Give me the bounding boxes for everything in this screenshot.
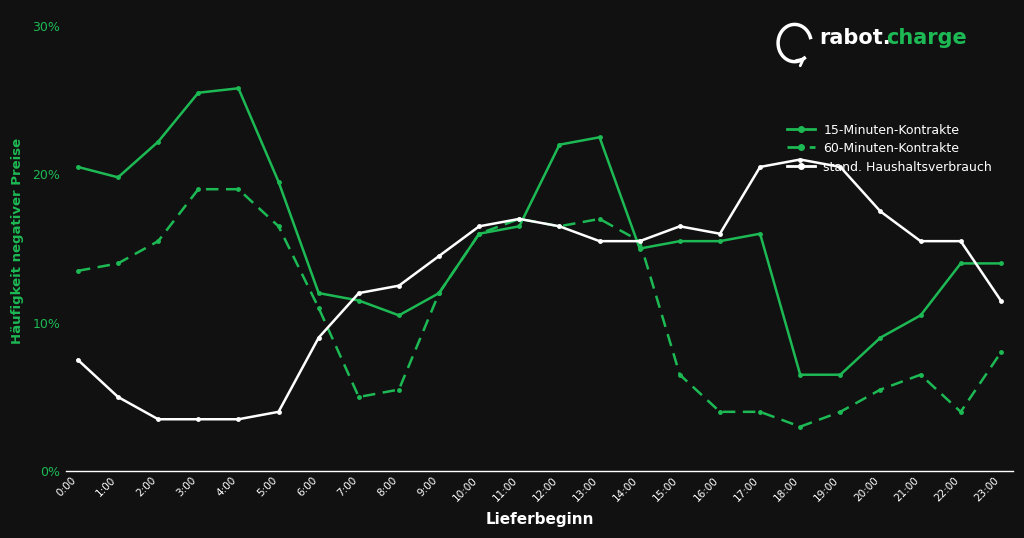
stand. Haushaltsverbrauch	[393, 282, 406, 289]
60-Minuten-Kontrakte	[72, 267, 84, 274]
60-Minuten-Kontrakte	[272, 223, 285, 230]
15-Minuten-Kontrakte	[954, 260, 967, 267]
15-Minuten-Kontrakte	[874, 335, 887, 341]
60-Minuten-Kontrakte	[714, 408, 726, 415]
Legend: 15-Minuten-Kontrakte, 60-Minuten-Kontrakte, stand. Haushaltsverbrauch: 15-Minuten-Kontrakte, 60-Minuten-Kontrak…	[782, 118, 997, 179]
Text: charge: charge	[886, 27, 967, 48]
stand. Haushaltsverbrauch	[72, 357, 84, 363]
15-Minuten-Kontrakte	[193, 89, 205, 96]
60-Minuten-Kontrakte	[835, 408, 847, 415]
15-Minuten-Kontrakte	[232, 85, 245, 91]
stand. Haushaltsverbrauch	[433, 253, 445, 259]
60-Minuten-Kontrakte	[352, 394, 365, 400]
60-Minuten-Kontrakte	[553, 223, 565, 230]
60-Minuten-Kontrakte	[513, 216, 525, 222]
15-Minuten-Kontrakte	[634, 245, 646, 252]
stand. Haushaltsverbrauch	[112, 394, 124, 400]
stand. Haushaltsverbrauch	[674, 223, 686, 230]
stand. Haushaltsverbrauch	[835, 164, 847, 170]
15-Minuten-Kontrakte	[112, 174, 124, 181]
60-Minuten-Kontrakte	[152, 238, 164, 244]
60-Minuten-Kontrakte	[634, 238, 646, 244]
60-Minuten-Kontrakte	[193, 186, 205, 193]
60-Minuten-Kontrakte	[994, 349, 1007, 356]
60-Minuten-Kontrakte	[914, 372, 927, 378]
stand. Haushaltsverbrauch	[473, 223, 485, 230]
stand. Haushaltsverbrauch	[874, 208, 887, 215]
15-Minuten-Kontrakte	[994, 260, 1007, 267]
15-Minuten-Kontrakte	[272, 179, 285, 185]
15-Minuten-Kontrakte	[594, 134, 606, 140]
60-Minuten-Kontrakte	[794, 423, 806, 430]
15-Minuten-Kontrakte	[674, 238, 686, 244]
Line: stand. Haushaltsverbrauch: stand. Haushaltsverbrauch	[76, 157, 1004, 422]
stand. Haushaltsverbrauch	[594, 238, 606, 244]
stand. Haushaltsverbrauch	[272, 408, 285, 415]
stand. Haushaltsverbrauch	[994, 298, 1007, 304]
60-Minuten-Kontrakte	[594, 216, 606, 222]
15-Minuten-Kontrakte	[794, 372, 806, 378]
stand. Haushaltsverbrauch	[312, 335, 325, 341]
60-Minuten-Kontrakte	[674, 372, 686, 378]
60-Minuten-Kontrakte	[393, 386, 406, 393]
stand. Haushaltsverbrauch	[232, 416, 245, 422]
15-Minuten-Kontrakte	[553, 141, 565, 148]
stand. Haushaltsverbrauch	[714, 230, 726, 237]
stand. Haushaltsverbrauch	[152, 416, 164, 422]
60-Minuten-Kontrakte	[232, 186, 245, 193]
X-axis label: Lieferbeginn: Lieferbeginn	[485, 512, 594, 527]
stand. Haushaltsverbrauch	[352, 290, 365, 296]
60-Minuten-Kontrakte	[433, 290, 445, 296]
Line: 15-Minuten-Kontrakte: 15-Minuten-Kontrakte	[76, 86, 1004, 377]
15-Minuten-Kontrakte	[352, 298, 365, 304]
15-Minuten-Kontrakte	[473, 230, 485, 237]
Y-axis label: Häufigkeit negativer Preise: Häufigkeit negativer Preise	[11, 138, 25, 344]
15-Minuten-Kontrakte	[835, 372, 847, 378]
15-Minuten-Kontrakte	[513, 223, 525, 230]
stand. Haushaltsverbrauch	[754, 164, 766, 170]
60-Minuten-Kontrakte	[874, 386, 887, 393]
stand. Haushaltsverbrauch	[794, 157, 806, 163]
15-Minuten-Kontrakte	[714, 238, 726, 244]
15-Minuten-Kontrakte	[72, 164, 84, 170]
15-Minuten-Kontrakte	[393, 312, 406, 318]
stand. Haushaltsverbrauch	[634, 238, 646, 244]
stand. Haushaltsverbrauch	[954, 238, 967, 244]
60-Minuten-Kontrakte	[954, 408, 967, 415]
60-Minuten-Kontrakte	[754, 408, 766, 415]
15-Minuten-Kontrakte	[312, 290, 325, 296]
Line: 60-Minuten-Kontrakte: 60-Minuten-Kontrakte	[76, 187, 1004, 429]
stand. Haushaltsverbrauch	[553, 223, 565, 230]
15-Minuten-Kontrakte	[152, 138, 164, 145]
stand. Haushaltsverbrauch	[193, 416, 205, 422]
stand. Haushaltsverbrauch	[513, 216, 525, 222]
stand. Haushaltsverbrauch	[914, 238, 927, 244]
60-Minuten-Kontrakte	[473, 230, 485, 237]
60-Minuten-Kontrakte	[312, 305, 325, 311]
60-Minuten-Kontrakte	[112, 260, 124, 267]
15-Minuten-Kontrakte	[433, 290, 445, 296]
15-Minuten-Kontrakte	[754, 230, 766, 237]
Text: rabot.: rabot.	[819, 27, 891, 48]
15-Minuten-Kontrakte	[914, 312, 927, 318]
